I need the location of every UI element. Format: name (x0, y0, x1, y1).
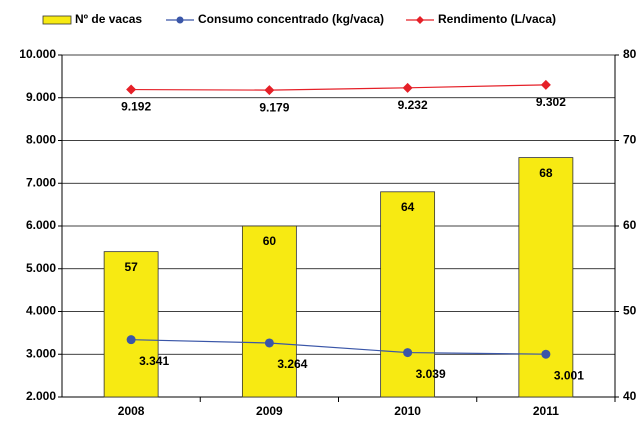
marker (264, 85, 275, 96)
data-label: 3.341 (139, 354, 169, 368)
y-tick-label: 3.000 (26, 346, 56, 360)
bar-value-label: 68 (539, 166, 553, 180)
legend-label: Nº de vacas (75, 12, 142, 26)
data-label: 3.001 (554, 368, 584, 382)
y-tick-label: 4.000 (26, 304, 56, 318)
y2-tick-label: 60 (623, 218, 637, 232)
x-tick-label: 2011 (533, 404, 559, 418)
y2-tick-label: 80 (623, 47, 637, 61)
y-tick-label: 2.000 (26, 389, 56, 403)
x-tick-label: 2009 (256, 404, 283, 418)
marker (403, 348, 413, 358)
line (131, 339, 546, 355)
marker (541, 349, 551, 359)
y-tick-label: 5.000 (26, 261, 56, 275)
y2-tick-label: 50 (623, 304, 637, 318)
marker (264, 338, 274, 348)
bar (518, 157, 574, 398)
bar (103, 251, 159, 398)
data-label: 3.039 (416, 367, 446, 381)
y-tick-label: 10.000 (19, 47, 56, 61)
marker (126, 335, 136, 345)
legend-label: Consumo concentrado (kg/vaca) (198, 12, 384, 26)
data-label: 3.264 (277, 357, 307, 371)
bar-value-label: 64 (401, 200, 415, 214)
line (131, 84, 546, 91)
legend-marker (416, 16, 424, 24)
bar-value-label: 57 (124, 260, 138, 274)
data-label: 9.302 (536, 95, 566, 109)
y-tick-label: 8.000 (26, 133, 56, 147)
data-label: 9.232 (398, 98, 428, 112)
legend-marker (176, 16, 184, 24)
y2-tick-label: 70 (623, 133, 637, 147)
marker (126, 84, 137, 95)
legend-swatch (42, 15, 72, 25)
legend-label: Rendimento (L/vaca) (438, 12, 556, 26)
y-tick-label: 9.000 (26, 90, 56, 104)
y-tick-label: 7.000 (26, 175, 56, 189)
x-tick-label: 2010 (394, 404, 421, 418)
marker (402, 82, 413, 93)
x-tick-label: 2008 (118, 404, 145, 418)
y2-tick-label: 40 (623, 389, 637, 403)
marker (540, 79, 551, 90)
data-label: 9.192 (121, 100, 151, 114)
data-label: 9.179 (259, 100, 289, 114)
bar-value-label: 60 (263, 234, 277, 248)
y-tick-label: 6.000 (26, 218, 56, 232)
bar (241, 225, 297, 398)
bar (380, 191, 436, 398)
